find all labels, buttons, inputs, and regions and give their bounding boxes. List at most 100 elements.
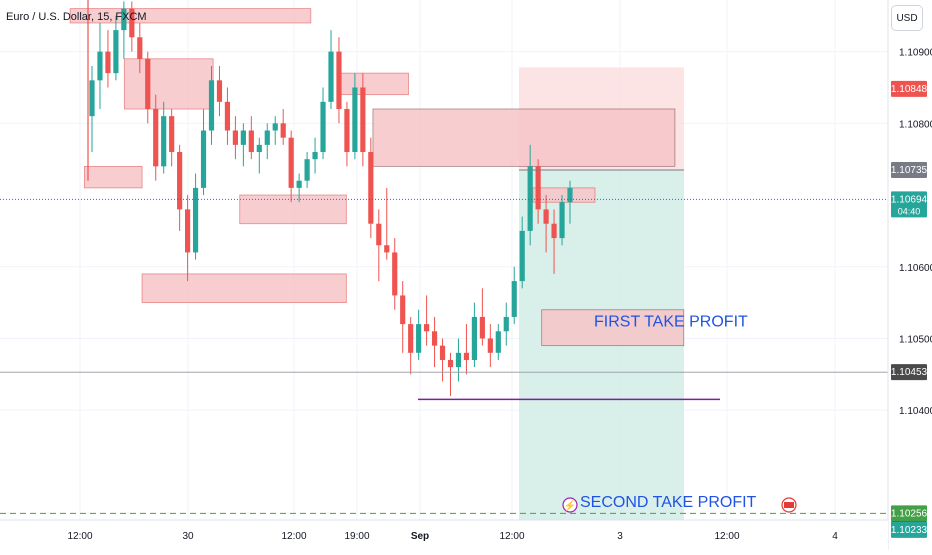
supply-zone: [83, 165, 143, 189]
candle-body: [97, 51, 103, 81]
price-badge-label: 1.10233: [891, 525, 928, 536]
price-tick-label: 1.10800: [899, 119, 932, 130]
first-take-profit-label: FIRST TAKE PROFIT: [594, 314, 748, 331]
candle-body: [463, 352, 470, 360]
candle-body: [511, 281, 517, 317]
candle-body: [551, 223, 557, 239]
price-badge: [891, 191, 927, 218]
candle-body: [408, 324, 414, 353]
time-tick-label: 19:00: [344, 531, 369, 542]
candle-body: [328, 51, 334, 102]
candle-body: [240, 130, 246, 145]
price-badge-label: 1.10256: [891, 508, 928, 519]
candle-body: [336, 51, 342, 109]
candle-body: [416, 324, 422, 353]
candle-body: [129, 8, 135, 38]
candle-body: [232, 130, 238, 145]
price-badge-label: 1.10735: [891, 165, 928, 176]
candle-body: [320, 101, 326, 153]
candle-body: [360, 87, 366, 153]
candle-body: [121, 8, 127, 31]
candle-body: [200, 130, 207, 188]
candle-layer: [87, 0, 573, 396]
candle-body: [280, 123, 286, 138]
supply-zone: [337, 72, 409, 96]
candle-body: [439, 345, 446, 360]
candle-body: [352, 87, 358, 153]
candle-body: [256, 144, 262, 153]
candle-body: [519, 230, 525, 282]
candle-body: [479, 316, 485, 339]
price-badge-countdown: 04:40: [898, 206, 921, 216]
price-badge: [891, 364, 927, 381]
candle-body: [248, 130, 254, 153]
price-tick-label: 1.10500: [899, 334, 932, 345]
price-badge-label: 1.10848: [891, 84, 928, 95]
lightning-event-icon-glyph: ⚡: [564, 499, 576, 512]
candle-body: [161, 116, 167, 167]
candle-body: [89, 80, 95, 117]
candle-body: [543, 209, 549, 224]
candle-body: [296, 180, 302, 188]
candle-body: [527, 166, 533, 231]
price-badge: [891, 521, 927, 538]
time-tick-label: 3: [617, 531, 623, 542]
candle-body: [153, 108, 159, 167]
candle-body: [400, 295, 406, 325]
time-tick-label: 12:00: [499, 531, 524, 542]
candle-body: [471, 316, 477, 360]
candle-body: [384, 245, 390, 253]
candle-body: [113, 30, 119, 74]
candle-body: [559, 202, 565, 239]
candle-body: [312, 152, 318, 160]
price-tick-label: 1.10600: [899, 263, 932, 274]
candle-body: [447, 359, 454, 368]
time-axis-panel: [0, 520, 888, 550]
candle-body: [192, 187, 199, 253]
supply-zone: [372, 108, 676, 167]
candle-body: [272, 123, 278, 131]
time-tick-label: 30: [182, 531, 194, 542]
candle-body: [224, 101, 231, 131]
candle-body: [368, 152, 374, 224]
currency-button[interactable]: USD: [891, 5, 923, 31]
candle-body: [495, 331, 501, 353]
candle-body: [216, 80, 223, 102]
candle-body: [503, 316, 509, 332]
candle-body: [105, 51, 111, 74]
supply-zone: [123, 58, 214, 110]
price-tick-label: 1.10400: [899, 406, 932, 417]
candle-body: [145, 58, 151, 109]
candle-body: [185, 209, 191, 253]
candle-body: [535, 166, 541, 210]
candle-body: [376, 223, 382, 246]
time-tick-label: 12:00: [67, 531, 92, 542]
candle-body: [264, 130, 270, 145]
candle-body: [304, 159, 310, 181]
second-take-profit-label: SECOND TAKE PROFIT: [580, 494, 757, 511]
price-badge: [891, 80, 927, 97]
candle-body: [567, 187, 573, 203]
price-badge: [891, 161, 927, 178]
time-tick-label: 12:00: [714, 531, 739, 542]
supply-zone: [532, 187, 596, 203]
us-flag-event-icon-fill: [784, 502, 794, 508]
price-tick-label: 1.10900: [899, 48, 932, 59]
candle-body: [208, 80, 215, 131]
symbol-title: Euro / U.S. Dollar, 15, FXCM: [6, 11, 147, 23]
time-tick-label: 4: [832, 531, 838, 542]
supply-zone: [239, 194, 347, 225]
candle-body: [344, 108, 350, 153]
candle-body: [137, 37, 143, 59]
lightning-event-icon: [562, 497, 578, 513]
candle-body: [169, 116, 175, 153]
time-tick-label: 12:00: [281, 531, 306, 542]
candle-body: [177, 152, 183, 210]
candle-body: [288, 137, 294, 188]
supply-zone: [541, 309, 685, 347]
price-badge-label: 1.10694: [891, 194, 928, 205]
price-badge: [891, 505, 927, 522]
